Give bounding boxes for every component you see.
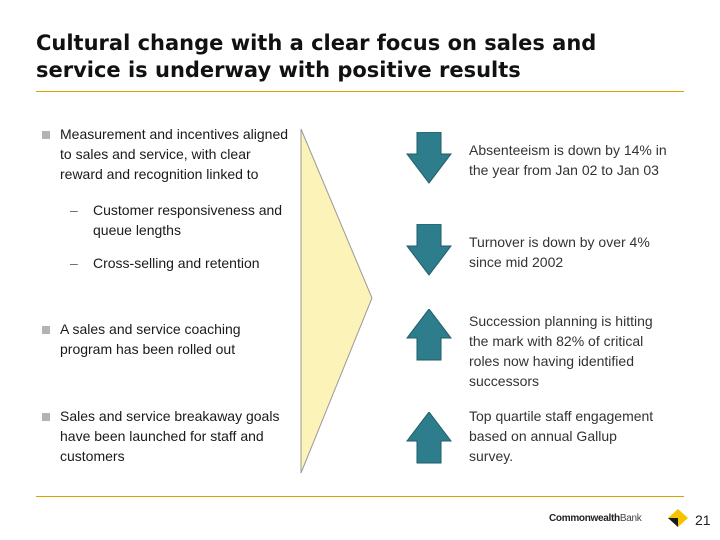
sub-bullet-dash-1: – — [70, 202, 78, 218]
result-3-line-4: successors — [469, 373, 540, 389]
slide-title: Cultural change with a clear focus on sa… — [36, 30, 696, 84]
title-line-2: service is underway with positive result… — [36, 58, 521, 82]
bullet-text-1: Measurement and incentives aligned to sa… — [60, 124, 340, 184]
bullet-text-3: Sales and service breakaway goals have b… — [60, 406, 340, 466]
brand-suffix: Bank — [619, 513, 642, 524]
sub-2-line-1: Cross-selling and retention — [93, 255, 260, 271]
bullet-3-line-3: customers — [60, 448, 125, 464]
sub-bullet-text-2: Cross-selling and retention — [93, 253, 333, 273]
brand-name: Commonwealth — [549, 513, 620, 524]
bullet-text-2: A sales and service coaching program has… — [60, 319, 340, 359]
bullet-marker-1 — [42, 131, 50, 139]
bullet-3-line-1: Sales and service breakaway goals — [60, 408, 280, 424]
result-1-line-2: the year from Jan 02 to Jan 03 — [469, 162, 659, 178]
down-arrow-icon — [406, 132, 452, 184]
bullet-marker-3 — [42, 413, 50, 421]
result-1-line-1: Absenteeism is down by 14% in — [469, 142, 667, 158]
result-text-2: Turnover is down by over 4% since mid 20… — [469, 232, 704, 272]
up-arrow-icon — [406, 412, 452, 464]
sub-1-line-1: Customer responsiveness and — [93, 202, 283, 218]
result-text-1: Absenteeism is down by 14% in the year f… — [469, 140, 704, 180]
brand-logo-text: CommonwealthBank — [549, 513, 642, 524]
logo-diamond-icon — [668, 509, 688, 527]
result-4-line-2: based on annual Gallup — [469, 428, 617, 444]
bullet-2-line-2: program has been rolled out — [60, 341, 236, 357]
down-arrow-icon — [406, 224, 452, 276]
result-2-line-2: since mid 2002 — [469, 254, 564, 270]
bullet-3-line-2: have been launched for staff and — [60, 428, 264, 444]
result-3-line-2: the mark with 82% of critical — [469, 333, 644, 349]
page-number: 21 — [695, 512, 711, 528]
bullet-1-line-1: Measurement and incentives aligned — [60, 126, 289, 142]
sub-bullet-dash-2: – — [70, 255, 78, 271]
footer-divider — [36, 496, 684, 497]
up-arrow-icon — [406, 309, 452, 361]
title-line-1: Cultural change with a clear focus on sa… — [36, 31, 597, 55]
result-3-line-1: Succession planning is hitting — [469, 313, 653, 329]
sub-1-line-2: queue lengths — [93, 222, 181, 238]
result-text-4: Top quartile staff engagement based on a… — [469, 406, 704, 466]
sub-bullet-text-1: Customer responsiveness and queue length… — [93, 200, 333, 240]
chevron-connector-shape — [300, 128, 373, 474]
bullet-marker-2 — [42, 326, 50, 334]
result-4-line-1: Top quartile staff engagement — [469, 408, 654, 424]
title-divider — [36, 91, 684, 92]
bullet-1-line-2: to sales and service, with clear — [60, 146, 251, 162]
result-3-line-3: roles now having identified — [469, 353, 634, 369]
bullet-1-line-3: reward and recognition linked to — [60, 166, 259, 182]
bullet-2-line-1: A sales and service coaching — [60, 321, 241, 337]
result-text-3: Succession planning is hitting the mark … — [469, 311, 704, 391]
result-4-line-3: survey. — [469, 448, 514, 464]
result-2-line-1: Turnover is down by over 4% — [469, 234, 650, 250]
